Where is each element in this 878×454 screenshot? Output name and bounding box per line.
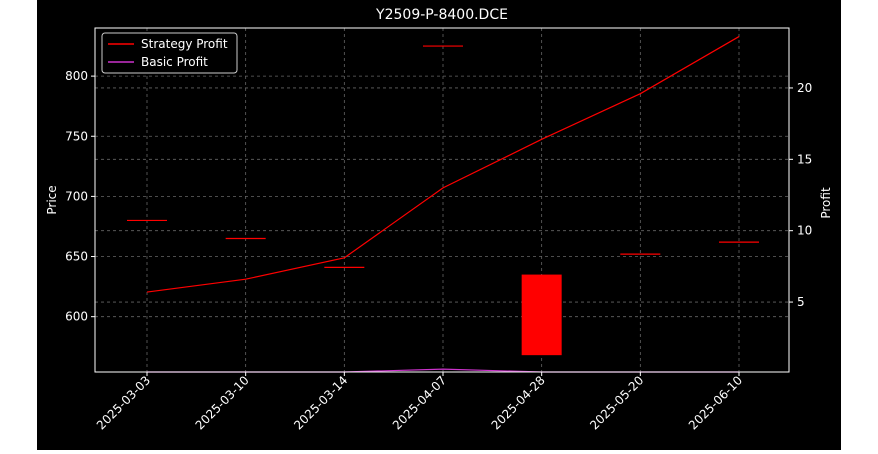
price-axis-label: Price xyxy=(45,185,59,214)
x-tick-label: 2025-04-28 xyxy=(489,373,548,432)
chart: Y2509-P-8400.DCE 600 650 700 750 800 5 10 15 20… xyxy=(45,7,833,432)
profit-tick-label: 20 xyxy=(797,81,812,95)
grid xyxy=(95,28,789,372)
legend-label-basic: Basic Profit xyxy=(141,55,208,69)
price-axis: 600 650 700 750 800 xyxy=(65,69,95,324)
series-line xyxy=(146,36,740,293)
price-tick-label: 600 xyxy=(65,310,88,324)
x-tick-label: 2025-05-20 xyxy=(587,373,646,432)
date-axis: 2025-03-03 2025-03-10 2025-03-14 2025-04-07… xyxy=(94,372,745,432)
x-tick-label: 2025-04-07 xyxy=(390,373,449,432)
profit-axis-label: Profit xyxy=(819,187,833,219)
legend: Strategy Profit Basic Profit xyxy=(101,32,238,74)
price-tick-label: 750 xyxy=(65,129,88,143)
legend-box xyxy=(101,32,238,74)
profit-tick-label: 5 xyxy=(797,295,805,309)
plot-frame xyxy=(94,27,790,373)
price-tick-label: 700 xyxy=(65,189,88,203)
candles xyxy=(127,45,759,356)
candle-body xyxy=(521,274,562,356)
price-tick-label: 650 xyxy=(65,250,88,264)
x-tick-label: 2025-03-14 xyxy=(291,373,350,432)
chart-title: Y2509-P-8400.DCE xyxy=(375,7,508,23)
figure: Y2509-P-8400.DCE 600 650 700 750 800 5 10 15 20… xyxy=(37,0,841,450)
profit-tick-label: 10 xyxy=(797,224,812,238)
x-tick-label: 2025-03-03 xyxy=(94,373,153,432)
profit-tick-label: 15 xyxy=(797,152,812,166)
price-tick-label: 800 xyxy=(65,69,88,83)
profit-axis: 5 10 15 20 xyxy=(789,81,812,309)
x-tick-label: 2025-06-10 xyxy=(686,373,745,432)
x-tick-label: 2025-03-10 xyxy=(193,373,252,432)
legend-label-strategy: Strategy Profit xyxy=(141,37,228,51)
